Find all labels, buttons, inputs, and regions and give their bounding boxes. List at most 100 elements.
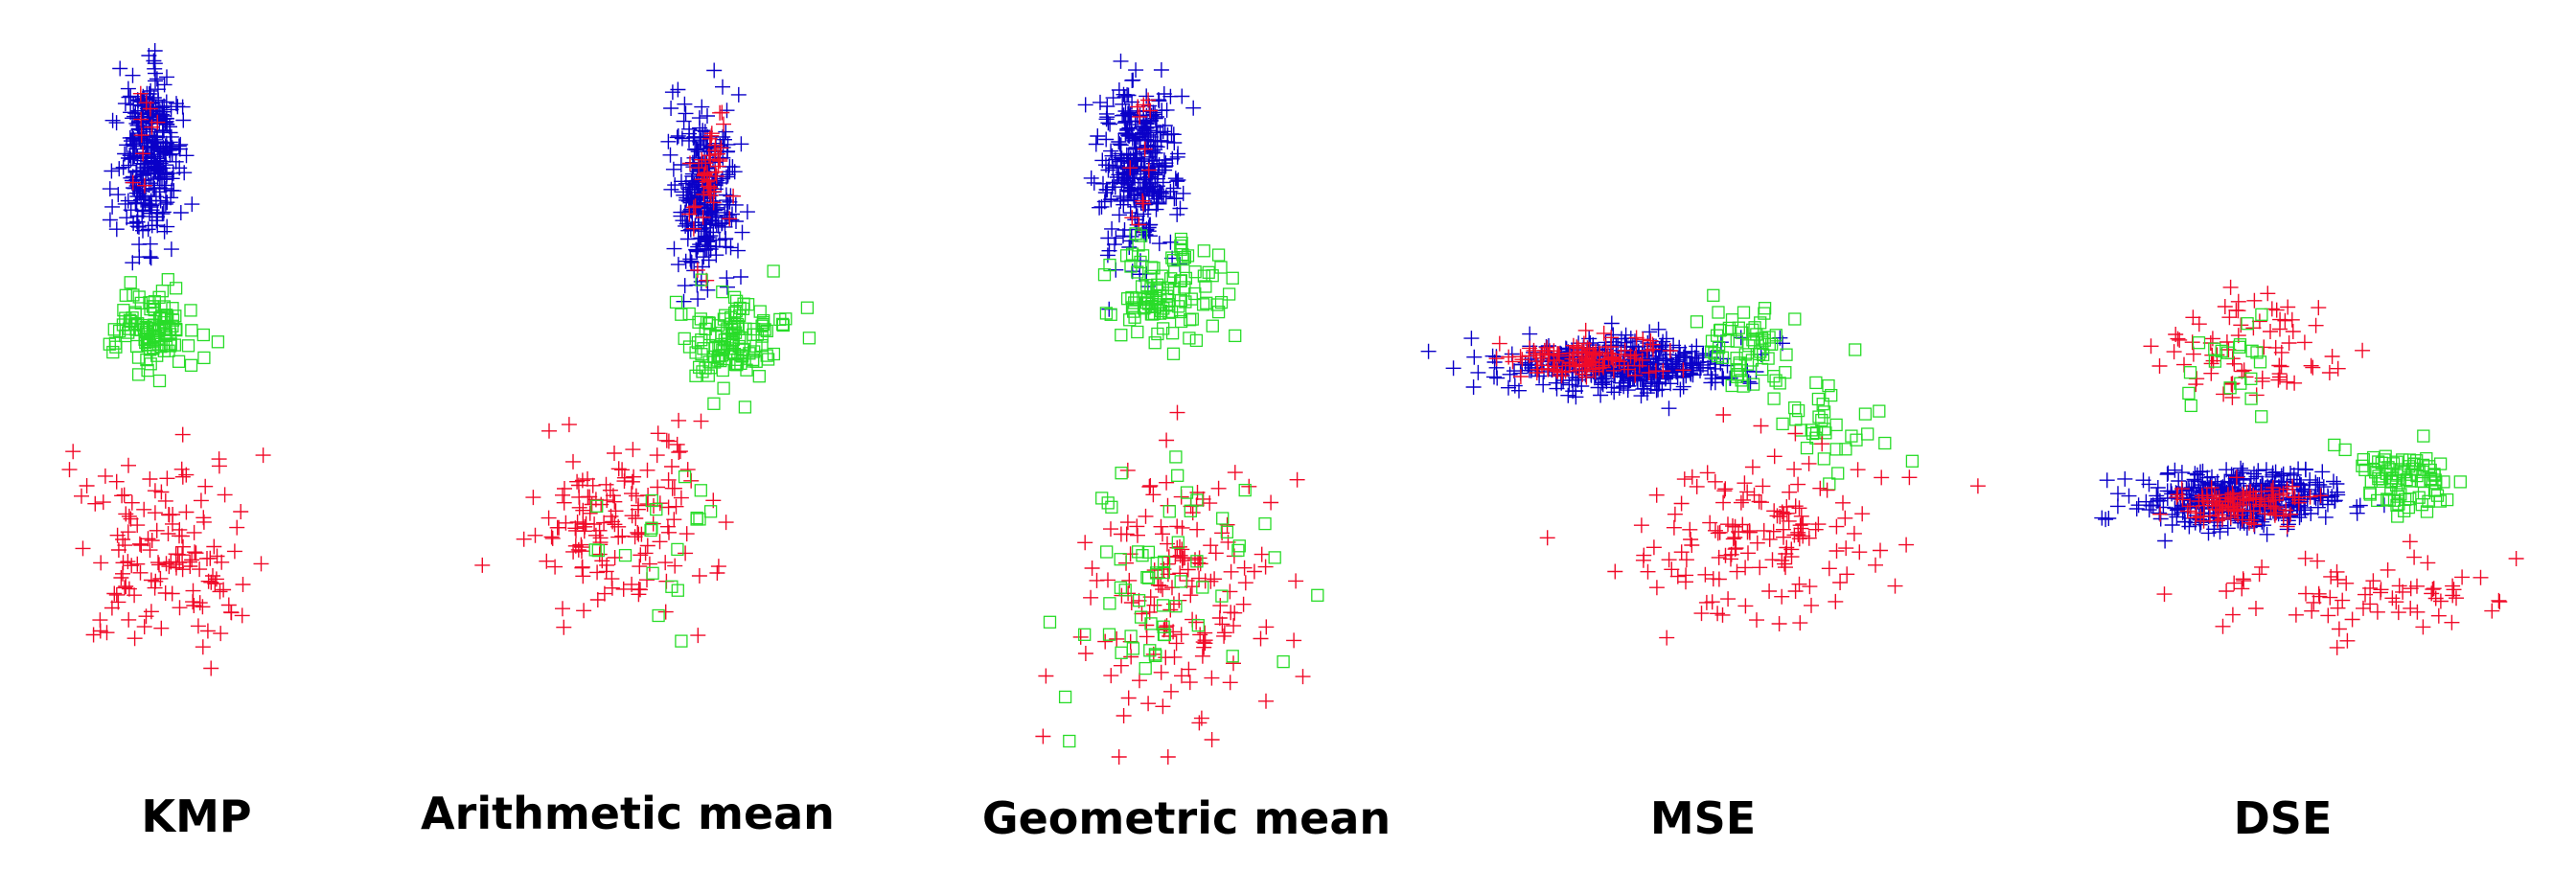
- square-marker: [1183, 332, 1196, 345]
- plus-marker: [178, 148, 195, 164]
- square-marker: [1063, 734, 1076, 748]
- plus-marker: [184, 552, 200, 568]
- square-marker: [1861, 427, 1874, 441]
- plus-marker: [2312, 476, 2328, 492]
- plus-marker: [164, 171, 180, 187]
- plus-marker: [739, 204, 755, 220]
- square-marker: [1819, 426, 1832, 440]
- square-marker: [2400, 473, 2413, 487]
- series-class_c: [2328, 429, 2467, 523]
- plus-marker: [1158, 158, 1174, 174]
- plus-marker: [2228, 302, 2244, 318]
- plus-marker: [627, 529, 643, 545]
- plus-marker: [1887, 578, 1903, 594]
- plus-marker: [148, 573, 164, 589]
- square-marker: [1115, 329, 1128, 342]
- plus-marker: [2184, 334, 2200, 351]
- square-marker: [800, 301, 815, 314]
- series-class_c: [588, 469, 718, 648]
- plus-marker: [2235, 486, 2251, 502]
- square-marker: [1156, 599, 1170, 612]
- square-marker: [1761, 352, 1775, 365]
- plus-marker: [2151, 358, 2168, 374]
- plus-marker: [1531, 368, 1548, 384]
- plus-marker: [1838, 540, 1854, 557]
- plus-marker: [1592, 347, 1607, 363]
- plus-marker: [1099, 247, 1116, 263]
- square-marker: [1181, 249, 1195, 263]
- square-marker: [1714, 323, 1728, 337]
- square-marker: [1157, 620, 1170, 633]
- square-marker: [1078, 628, 1092, 641]
- square-marker: [1231, 543, 1245, 558]
- plus-marker: [671, 412, 687, 428]
- square-marker: [184, 304, 197, 317]
- plus-marker: [142, 471, 158, 487]
- plus-marker: [2245, 487, 2262, 503]
- plus-marker: [667, 558, 683, 574]
- plus-marker: [1132, 673, 1147, 689]
- plus-marker: [150, 218, 166, 234]
- plus-marker: [2194, 488, 2210, 504]
- plus-marker: [1737, 598, 1754, 614]
- plus-marker: [160, 526, 176, 541]
- panel-arithmetic-mean: [474, 62, 816, 648]
- plus-marker: [97, 468, 113, 484]
- plus-marker: [174, 561, 191, 578]
- plus-marker: [163, 140, 179, 155]
- square-marker: [1165, 327, 1180, 340]
- plus-marker: [1077, 535, 1093, 551]
- plus-marker: [1149, 171, 1165, 187]
- plus-marker: [1596, 359, 1612, 376]
- plus-marker: [673, 157, 689, 172]
- plus-marker: [1191, 715, 1208, 731]
- plus-marker: [2296, 334, 2312, 351]
- square-marker: [646, 566, 659, 580]
- series-class_b: [474, 412, 734, 644]
- plus-marker: [1119, 515, 1136, 531]
- series-class_b: [1488, 322, 1691, 385]
- plus-marker: [1223, 563, 1239, 580]
- plus-marker: [1153, 518, 1169, 535]
- plus-marker: [2280, 299, 2296, 315]
- plus-marker: [2362, 580, 2379, 596]
- plus-marker: [1752, 560, 1768, 576]
- plus-marker: [1112, 207, 1127, 223]
- plus-marker: [1707, 473, 1723, 490]
- plus-marker: [1131, 180, 1146, 196]
- plus-marker: [1167, 171, 1184, 187]
- plus-marker: [1077, 646, 1093, 661]
- square-marker: [2234, 377, 2247, 390]
- square-marker: [2233, 340, 2246, 354]
- plus-marker: [2257, 506, 2273, 522]
- square-marker: [1099, 307, 1114, 320]
- plus-marker: [715, 79, 730, 95]
- plus-marker: [2260, 286, 2276, 302]
- square-marker: [1206, 319, 1219, 332]
- square-marker: [1147, 262, 1161, 275]
- square-marker: [172, 355, 186, 368]
- plus-marker: [1168, 191, 1184, 206]
- plus-marker: [691, 160, 707, 176]
- plus-marker: [2308, 317, 2324, 333]
- plus-marker: [2204, 331, 2220, 347]
- plus-marker: [158, 113, 174, 129]
- plus-marker: [1777, 556, 1792, 572]
- plus-marker: [65, 444, 81, 460]
- plus-marker: [2121, 488, 2137, 504]
- series-class_b: [1539, 407, 1986, 646]
- plus-marker: [146, 53, 162, 69]
- square-marker: [588, 543, 602, 557]
- square-marker: [719, 309, 732, 322]
- square-marker: [2417, 486, 2431, 500]
- plus-marker: [1089, 572, 1105, 588]
- square-marker: [1712, 306, 1725, 319]
- plus-marker: [1736, 492, 1751, 508]
- plus-marker: [1737, 560, 1754, 576]
- plus-marker: [217, 487, 233, 503]
- plus-marker: [1868, 557, 1883, 573]
- plus-marker: [677, 96, 693, 112]
- square-marker: [1158, 628, 1171, 642]
- plus-marker: [2275, 466, 2291, 482]
- plus-marker: [1598, 374, 1615, 390]
